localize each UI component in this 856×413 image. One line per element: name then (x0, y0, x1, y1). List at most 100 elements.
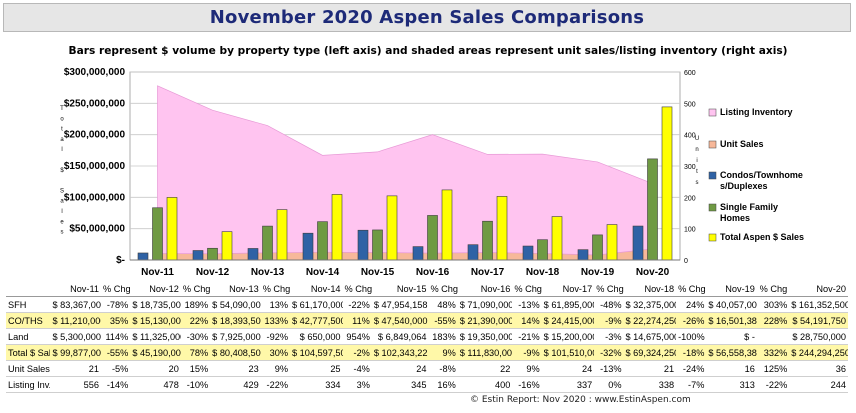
table-cell: $ 71,090,000 (457, 296, 513, 313)
table-cell: -18% (676, 344, 707, 361)
table-cell: 24 (541, 360, 595, 377)
axes: $-$50,000,000$100,000,000$150,000,000$20… (60, 67, 699, 278)
legend-swatch (708, 171, 717, 180)
table-header-cell: Nov-16 (457, 281, 513, 297)
table-cell: 228% (756, 312, 790, 329)
table-cell: $ 161,352,500 (789, 296, 848, 313)
table-cell: 35% (101, 312, 131, 329)
footer-credit: © Estin Report: Nov 2020 : www.EstinAspe… (470, 395, 691, 405)
right-tick-label: 100 (684, 227, 696, 234)
table-cell: -14% (101, 376, 131, 393)
table-cell: $ 18,735,000 (130, 296, 181, 313)
table-cell: -30% (180, 328, 211, 345)
axis-title-letter: i (696, 158, 697, 164)
total-aspen-sales-bar (551, 216, 563, 261)
condos-townhomes-duplexes-bar (247, 248, 259, 261)
single-family-homes-bar (262, 225, 273, 261)
table-cell: 9% (428, 344, 458, 361)
category-label: Nov-16 (416, 267, 450, 278)
legend-label: Listing Inventory (720, 107, 793, 117)
legend: Listing Inventory Unit Sales Condos/Townho… (708, 107, 804, 242)
row-label: Land (6, 328, 51, 345)
category-label: Nov-12 (196, 267, 230, 278)
table-header-cell: % Chg (512, 281, 542, 297)
table-header-cell: Nov-20 (789, 281, 848, 297)
table-cell: -48% (594, 296, 624, 313)
legend-item: Total Aspen $ Sales (708, 232, 804, 242)
table-cell: $ 6,849,064 (371, 328, 429, 345)
table-cell: -9% (512, 344, 542, 361)
table-row: Total $ Sales$ 99,877,000-55%$ 45,190,00… (6, 344, 848, 361)
single-family-homes-bar (372, 229, 383, 261)
table-cell: 48% (428, 296, 458, 313)
table-cell: $ 83,367,000 (50, 296, 101, 313)
condos-townhomes-duplexes-bar (357, 229, 369, 261)
table-cell: -7% (676, 376, 707, 393)
table-cell: $ 47,954,158 (371, 296, 429, 313)
sales-data-table: Nov-11% Chg Nov-12% Chg Nov-13% Chg Nov-14%… (6, 281, 848, 393)
table-header-cell: Nov-11 (50, 281, 101, 297)
axis-title-letter: e (60, 219, 64, 225)
table-cell: 0% (594, 376, 624, 393)
table-cell: -16% (512, 376, 542, 393)
total-aspen-sales-bar (496, 196, 508, 261)
total-aspen-sales-bar (221, 231, 233, 261)
table-cell: -9% (594, 312, 624, 329)
chart-subtitle: Bars represent $ volume by property type… (69, 45, 788, 57)
table-cell: 556 (50, 376, 101, 393)
table-cell: $ 5,300,000 (50, 328, 101, 345)
table-cell: $ 18,393,500 (210, 312, 261, 329)
table-cell: 133% (260, 312, 290, 329)
table-cell: 189% (180, 296, 211, 313)
table-cell: $ 19,350,000 (457, 328, 513, 345)
table-cell: 21 (50, 360, 101, 377)
legend-label: Homes (720, 213, 750, 223)
category-label: Nov-11 (141, 267, 174, 278)
condos-townhomes-duplexes-bar (632, 225, 644, 261)
legend-label: Condos/Townhome (720, 170, 803, 180)
table-cell: -78% (101, 296, 131, 313)
table-cell: 429 (210, 376, 261, 393)
axis-title-letter: U (695, 136, 699, 142)
total-aspen-sales-bar (331, 194, 343, 261)
row-label: CO/THS (6, 312, 51, 329)
table-cell: 244 (789, 376, 848, 393)
single-family-homes-bar (647, 158, 658, 261)
table-cell: $ 101,510,000 (541, 344, 595, 361)
legend-item: Unit Sales (708, 139, 764, 149)
table-cell: 125% (756, 360, 790, 377)
table-row: Land $ 5,300,000 114% $ 11,325,000 -30% $ 7,9… (6, 328, 848, 345)
category-label: Nov-20 (636, 267, 670, 278)
table-cell: 78% (180, 344, 211, 361)
condos-townhomes-duplexes-bar (467, 244, 479, 261)
table-cell: $ 104,597,500 (290, 344, 343, 361)
axis-title-letter: l (61, 147, 62, 153)
table-cell: -21% (512, 328, 542, 345)
table-cell: 334 (290, 376, 343, 393)
legend-swatch (708, 140, 717, 149)
table-cell: -2% (342, 344, 372, 361)
single-family-homes-bar (152, 207, 163, 261)
table-cell: $ 22,274,250 (623, 312, 677, 329)
table-cell: 21 (623, 360, 677, 377)
table-cell: $ 54,090,000 (210, 296, 261, 313)
right-tick-label: 0 (684, 258, 688, 265)
table-row: SFH $ 83,367,000 -78% $ 18,735,000 189% $ 54,… (6, 296, 848, 313)
category-label: Nov-19 (581, 267, 615, 278)
table-cell: $ 244,294,250 (789, 344, 848, 361)
axis-title-letter: l (61, 209, 62, 215)
table-cell: $ - (706, 328, 757, 345)
table-cell: $ 11,325,000 (130, 328, 181, 345)
table-header-cell: Nov-12 (130, 281, 181, 297)
condos-townhomes-duplexes-bar (192, 250, 204, 261)
axis-title-letter: s (61, 230, 64, 236)
table-cell: 24% (676, 296, 707, 313)
table-cell: 25 (290, 360, 343, 377)
table-header-cell: % Chg (342, 281, 372, 297)
table-cell: $ 28,750,000 (789, 328, 848, 345)
total-aspen-sales-bar (166, 197, 178, 261)
legend-label: s/Duplexes (720, 181, 768, 191)
table-cell: 338 (623, 376, 677, 393)
axis-title-letter: t (696, 169, 698, 175)
